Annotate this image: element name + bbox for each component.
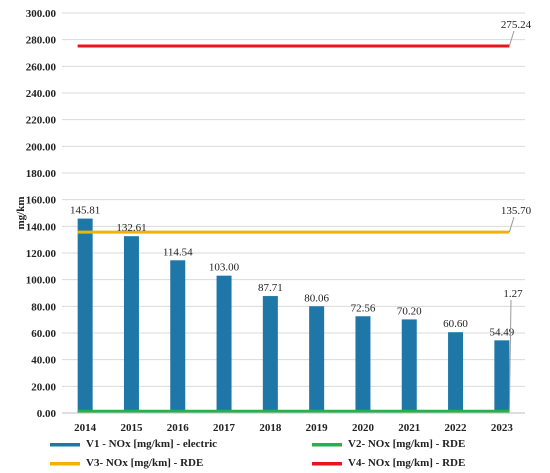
y-tick-label: 120.00: [26, 248, 57, 260]
bar-data-label: 70.20: [397, 305, 422, 317]
x-tick-label: 2020: [352, 422, 375, 434]
x-tick-label: 2015: [120, 422, 143, 434]
leader-line: [508, 30, 515, 47]
legend-swatch: [50, 443, 80, 447]
y-tick-label: 200.00: [26, 141, 57, 153]
x-tick-label: 2018: [259, 422, 282, 434]
y-tick-label: 160.00: [26, 195, 57, 207]
y-tick-label: 180.00: [26, 168, 57, 180]
bar-data-label: 80.06: [304, 292, 329, 304]
axes-layer: 0.00 20.00 40.00 60.00 80.00 100.00 120.00 140.…: [15, 8, 525, 434]
y-axis-title: mg/km: [15, 197, 27, 230]
x-tick-label: 2016: [167, 422, 190, 434]
bar-data-label: 54.49: [489, 326, 514, 338]
line-data-label: 275.24: [501, 19, 532, 31]
y-tick-label: 240.00: [26, 88, 57, 100]
y-tick-label: 100.00: [26, 275, 57, 287]
bar-v1: [123, 236, 139, 413]
grid-layer: [62, 12, 525, 387]
bar-v1: [448, 332, 464, 413]
y-tick-label: 20.00: [31, 381, 56, 393]
bar-v1: [77, 218, 93, 413]
y-tick-label: 300.00: [26, 8, 57, 20]
bar-v1: [309, 306, 325, 413]
y-tick-label: 0.00: [37, 408, 57, 420]
bar-data-label: 132.61: [116, 222, 146, 234]
bar-data-label: 145.81: [70, 205, 100, 217]
bar-data-label: 60.60: [443, 318, 468, 330]
legend-label: V3- NOx [mg/km] - RDE: [86, 457, 203, 469]
x-tick-label: 2022: [445, 422, 468, 434]
y-tick-label: 280.00: [26, 35, 57, 47]
x-tick-label: 2023: [491, 422, 514, 434]
x-tick-label: 2017: [213, 422, 236, 434]
bar-data-label: 103.00: [209, 262, 240, 274]
bar-v1: [216, 275, 232, 413]
y-tick-label: 140.00: [26, 221, 57, 233]
bar-data-label: 72.56: [351, 302, 376, 314]
bar-v1: [355, 316, 371, 413]
x-tick-label: 2014: [74, 422, 97, 434]
legend-label: V4- NOx [mg/km] - RDE: [348, 457, 465, 469]
y-tick-label: 80.00: [31, 301, 56, 313]
leader-line: [508, 216, 515, 233]
labels-layer: 145.81 132.61 114.54 103.00 87.71 80.06 72.56 7…: [70, 19, 532, 412]
legend-layer: V1 - NOx [mg/km] - electric V2- NOx [mg/k…: [50, 438, 465, 469]
legend-swatch: [50, 462, 80, 466]
legend-label: V2- NOx [mg/km] - RDE: [348, 438, 465, 450]
y-tick-label: 40.00: [31, 355, 56, 367]
lines-layer: [77, 44, 510, 413]
line-data-label: 135.70: [501, 205, 532, 217]
y-tick-label: 260.00: [26, 61, 57, 73]
bar-v1: [401, 319, 417, 413]
leader-line: [508, 299, 512, 412]
y-tick-label: 220.00: [26, 115, 57, 127]
x-tick-label: 2021: [398, 422, 420, 434]
bars-layer: [77, 218, 510, 413]
bar-v1: [262, 296, 278, 413]
x-tick-label: 2019: [306, 422, 329, 434]
line-data-label: 1.27: [503, 288, 523, 300]
legend-swatch: [312, 462, 342, 466]
bar-v1: [170, 260, 186, 413]
bar-data-label: 87.71: [258, 282, 283, 294]
y-tick-label: 60.00: [31, 328, 56, 340]
bar-v1: [494, 340, 510, 413]
legend-swatch: [312, 443, 342, 447]
bar-data-label: 114.54: [163, 246, 193, 258]
legend-label: V1 - NOx [mg/km] - electric: [86, 438, 217, 450]
